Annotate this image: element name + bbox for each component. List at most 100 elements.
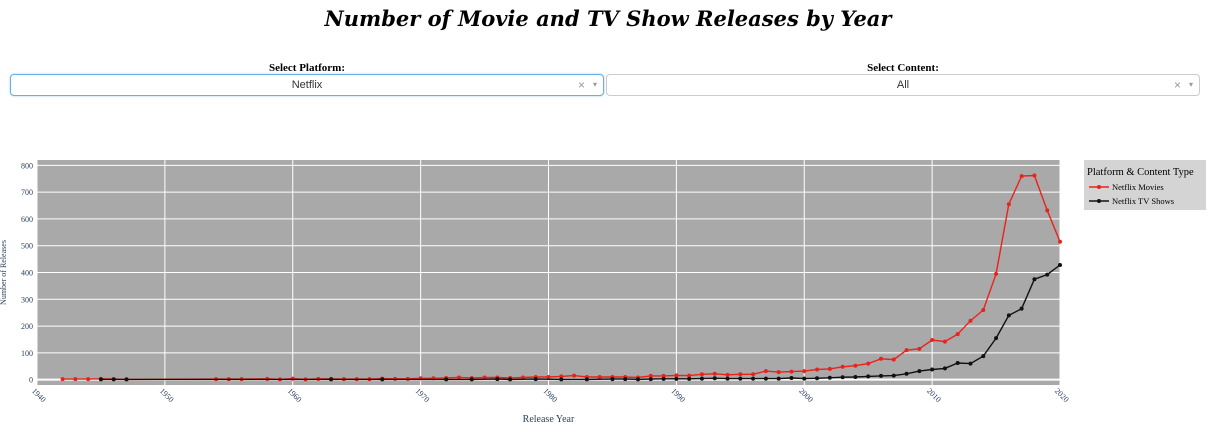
netflix-tv-shows-point[interactable] bbox=[1006, 313, 1011, 318]
netflix-tv-shows-point[interactable] bbox=[712, 376, 717, 381]
netflix-tv-shows-point[interactable] bbox=[687, 376, 692, 381]
netflix-tv-shows-point[interactable] bbox=[584, 377, 589, 382]
netflix-movies-point[interactable] bbox=[968, 318, 973, 323]
netflix-movies-point[interactable] bbox=[687, 373, 692, 378]
netflix-movies-point[interactable] bbox=[930, 338, 935, 342]
platform-clear-icon[interactable]: × bbox=[577, 78, 585, 92]
content-chevron-down-icon[interactable]: ▾ bbox=[1188, 80, 1193, 89]
netflix-tv-shows-point[interactable] bbox=[469, 377, 474, 382]
platform-chevron-down-icon[interactable]: ▾ bbox=[592, 80, 597, 89]
netflix-movies-point[interactable] bbox=[776, 370, 781, 375]
netflix-movies-point[interactable] bbox=[802, 369, 807, 374]
netflix-tv-shows-point[interactable] bbox=[1032, 277, 1037, 282]
netflix-tv-shows-point[interactable] bbox=[904, 371, 909, 376]
netflix-tv-shows-point[interactable] bbox=[763, 376, 768, 381]
netflix-movies-point[interactable] bbox=[674, 373, 679, 378]
netflix-movies-point[interactable] bbox=[1045, 208, 1050, 213]
netflix-movies-point[interactable] bbox=[546, 374, 551, 379]
netflix-tv-shows-point[interactable] bbox=[1058, 263, 1062, 267]
netflix-tv-shows-point[interactable] bbox=[623, 377, 628, 382]
netflix-tv-shows-point[interactable] bbox=[891, 373, 896, 378]
netflix-movies-point[interactable] bbox=[572, 373, 577, 378]
netflix-movies-point[interactable] bbox=[60, 377, 65, 382]
netflix-movies-point[interactable] bbox=[1058, 239, 1062, 244]
netflix-tv-shows-point[interactable] bbox=[380, 377, 385, 382]
netflix-tv-shows-point[interactable] bbox=[1019, 306, 1024, 311]
netflix-movies-point[interactable] bbox=[789, 369, 794, 374]
netflix-tv-shows-point[interactable] bbox=[725, 376, 730, 381]
netflix-tv-shows-point[interactable] bbox=[994, 336, 999, 341]
netflix-movies-point[interactable] bbox=[955, 332, 960, 337]
netflix-tv-shows-point[interactable] bbox=[98, 377, 103, 382]
netflix-tv-shows-point[interactable] bbox=[674, 376, 679, 381]
platform-dropdown[interactable]: Netflix × ▾ bbox=[10, 74, 604, 96]
netflix-movies-point[interactable] bbox=[853, 363, 858, 368]
netflix-movies-point[interactable] bbox=[699, 372, 704, 377]
netflix-movies-point[interactable] bbox=[891, 357, 896, 362]
netflix-tv-shows-point[interactable] bbox=[930, 367, 935, 372]
netflix-movies-point[interactable] bbox=[1032, 173, 1037, 178]
netflix-tv-shows-point[interactable] bbox=[508, 377, 513, 382]
netflix-movies-point[interactable] bbox=[86, 377, 91, 382]
netflix-movies-point[interactable] bbox=[73, 377, 78, 382]
netflix-movies-point[interactable] bbox=[1019, 174, 1024, 179]
netflix-movies-point[interactable] bbox=[866, 361, 871, 366]
netflix-tv-shows-point[interactable] bbox=[636, 377, 641, 382]
netflix-movies-point[interactable] bbox=[763, 369, 768, 374]
netflix-movies-point[interactable] bbox=[981, 308, 986, 312]
netflix-tv-shows-point[interactable] bbox=[968, 361, 973, 366]
netflix-tv-shows-point[interactable] bbox=[776, 376, 781, 381]
netflix-tv-shows-point[interactable] bbox=[751, 376, 756, 381]
netflix-movies-point[interactable] bbox=[648, 373, 653, 378]
netflix-movies-point[interactable] bbox=[815, 367, 820, 372]
netflix-tv-shows-point[interactable] bbox=[661, 376, 666, 381]
netflix-movies-point[interactable] bbox=[738, 372, 743, 377]
netflix-tv-shows-legend-label[interactable]: Netflix TV Shows bbox=[1112, 196, 1174, 206]
netflix-movies-point[interactable] bbox=[661, 373, 666, 378]
netflix-tv-shows-point[interactable] bbox=[699, 376, 704, 381]
netflix-tv-shows-point[interactable] bbox=[495, 377, 500, 382]
netflix-movies-point[interactable] bbox=[456, 375, 461, 380]
netflix-tv-shows-point[interactable] bbox=[738, 376, 743, 381]
netflix-tv-shows-point[interactable] bbox=[559, 377, 564, 382]
netflix-movies-point[interactable] bbox=[994, 271, 999, 276]
netflix-tv-shows-point[interactable] bbox=[533, 377, 538, 382]
netflix-tv-shows-point[interactable] bbox=[840, 375, 845, 380]
netflix-movies-point[interactable] bbox=[917, 346, 922, 351]
netflix-movies-point[interactable] bbox=[878, 356, 883, 361]
netflix-movies-point[interactable] bbox=[904, 348, 909, 353]
netflix-tv-shows-point[interactable] bbox=[329, 377, 334, 382]
netflix-tv-shows-point[interactable] bbox=[827, 375, 832, 380]
netflix-tv-shows-point[interactable] bbox=[815, 376, 820, 381]
netflix-movies-point[interactable] bbox=[1006, 202, 1011, 207]
netflix-tv-shows-point[interactable] bbox=[955, 361, 960, 366]
netflix-tv-shows-point[interactable] bbox=[917, 369, 922, 374]
content-dropdown[interactable]: All × ▾ bbox=[606, 74, 1200, 96]
netflix-movies-point[interactable] bbox=[712, 371, 717, 376]
netflix-tv-shows-point[interactable] bbox=[789, 376, 794, 381]
netflix-tv-shows-point[interactable] bbox=[866, 374, 871, 379]
netflix-tv-shows-point[interactable] bbox=[981, 354, 986, 359]
netflix-tv-shows-point[interactable] bbox=[942, 366, 947, 371]
netflix-tv-shows-point[interactable] bbox=[648, 377, 653, 382]
netflix-movies-point[interactable] bbox=[482, 375, 487, 380]
netflix-tv-shows-point[interactable] bbox=[111, 377, 116, 382]
netflix-tv-shows-point[interactable] bbox=[853, 374, 858, 379]
netflix-movies-point[interactable] bbox=[942, 339, 947, 344]
netflix-movies-point[interactable] bbox=[751, 372, 756, 377]
netflix-tv-shows-point[interactable] bbox=[124, 377, 129, 382]
netflix-movies-point[interactable] bbox=[725, 372, 730, 377]
series-layer bbox=[60, 173, 1062, 382]
netflix-tv-shows-point[interactable] bbox=[878, 373, 883, 378]
netflix-movies-point[interactable] bbox=[520, 375, 525, 380]
netflix-movies-point[interactable] bbox=[840, 364, 845, 369]
netflix-tv-shows-point[interactable] bbox=[444, 377, 449, 382]
netflix-movies-point[interactable] bbox=[559, 374, 564, 379]
netflix-movies-legend-label[interactable]: Netflix Movies bbox=[1112, 182, 1164, 192]
netflix-movies-point[interactable] bbox=[827, 366, 832, 371]
netflix-tv-shows-point[interactable] bbox=[1045, 272, 1050, 277]
netflix-tv-shows-point[interactable] bbox=[610, 377, 615, 382]
content-clear-icon[interactable]: × bbox=[1173, 78, 1181, 92]
netflix-tv-shows-point[interactable] bbox=[802, 376, 807, 381]
netflix-movies-point[interactable] bbox=[597, 374, 602, 379]
